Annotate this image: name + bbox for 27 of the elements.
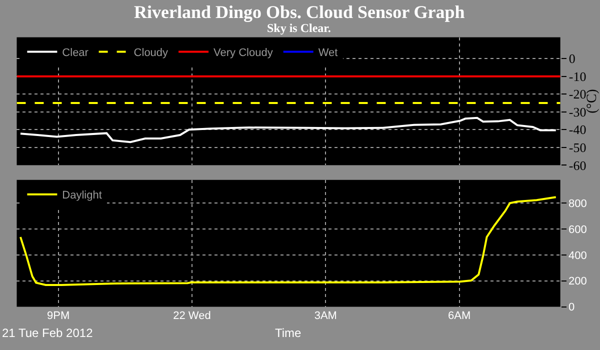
y-tick-label: 800 bbox=[568, 198, 587, 210]
text: 21 Tue Feb 2012 bbox=[2, 326, 94, 340]
line-series bbox=[19, 116, 557, 144]
y-tick-label: -30 bbox=[568, 104, 586, 120]
y-tick-label: -50 bbox=[568, 140, 586, 155]
y-tick-label: -60 bbox=[568, 158, 586, 173]
legend-label: Cloudy bbox=[134, 47, 169, 60]
chart-subtitle: Sky is Clear. bbox=[267, 21, 331, 35]
x-tick-label: 9PM bbox=[47, 310, 70, 322]
legend-label: Very Cloudy bbox=[214, 47, 274, 60]
y-tick-label: 0 bbox=[568, 302, 575, 314]
x-tick-label: 22 Wed bbox=[173, 310, 211, 322]
y-tick-label: -10 bbox=[568, 68, 586, 84]
y-tick-label: 600 bbox=[568, 224, 587, 236]
y-tick-label: 0 bbox=[568, 51, 576, 66]
x-tick-label: 6AM bbox=[448, 310, 471, 322]
legend-label: Clear bbox=[62, 47, 89, 60]
y-tick-label: 400 bbox=[568, 250, 587, 262]
legend-label: Daylight bbox=[62, 190, 102, 202]
y-axis-title: (°C) bbox=[585, 88, 600, 114]
y-tick-label: -20 bbox=[568, 86, 586, 102]
chart-title: Riverland Dingo Obs. Cloud Sensor Graph bbox=[134, 2, 465, 22]
y-tick-label: 200 bbox=[568, 276, 587, 288]
x-tick-label: 3AM bbox=[314, 310, 337, 322]
x-axis-title: Time bbox=[275, 326, 302, 340]
y-tick-label: -40 bbox=[568, 122, 586, 138]
legend-label: Wet bbox=[318, 47, 338, 60]
